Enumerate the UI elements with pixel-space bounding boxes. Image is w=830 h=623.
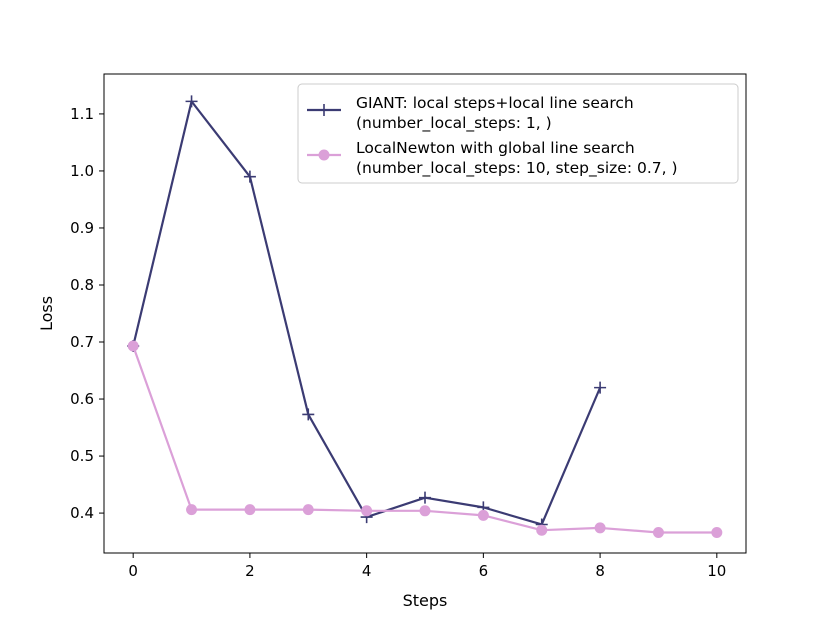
axes: 0 2 4 6 8 10 0.4 0.5 0.6 0.7 0.8 0.9 1.0 1.1 [70,73,747,580]
y-axis-title: Loss [37,296,56,331]
plot-area [127,95,723,538]
series-0-point [302,408,315,421]
x-tick-label: 4 [362,562,372,580]
legend-entry-0-line-1: (number_local_steps: 1, ) [356,114,552,133]
x-axis-title: Steps [403,591,448,610]
x-tick-label: 8 [595,562,605,580]
series-1-point [594,522,606,534]
series-0-point [419,491,431,504]
series-0-point [594,381,607,394]
series-1-point [652,526,664,538]
x-tick-label: 10 [707,562,726,580]
series-0-point [185,95,198,108]
series-1-point [419,505,431,517]
series-1-point [302,504,314,516]
series-1-point [477,509,489,521]
series-1-point [186,504,198,516]
y-tick-label: 0.8 [70,276,94,294]
x-tick-label: 2 [245,562,255,580]
y-tick-label: 0.9 [70,219,94,237]
y-tick-label: 1.1 [70,105,94,123]
y-tick-label: 0.5 [70,447,94,465]
legend-entry-1-line-1: (number_local_steps: 10, step_size: 0.7,… [356,159,678,178]
y-tick-label: 0.4 [70,504,94,522]
legend-entry-1-line-0: LocalNewton with global line search [356,139,635,157]
series-1-point [536,524,548,536]
plot-frame [103,73,747,554]
legend-entry-0-line-0: GIANT: local steps+local line search [356,94,634,112]
x-tick-label: 6 [479,562,489,580]
series-1-point [361,505,373,517]
y-tick-label: 0.6 [70,390,94,408]
series-1-point [127,340,139,352]
y-tick-label: 0.7 [70,333,94,351]
legend-handle-marker-0 [318,104,330,116]
series-1-point [711,526,723,538]
series-0-point [243,170,256,183]
legend: GIANT: local steps+local line search (num… [297,83,739,184]
legend-handle-marker-1 [318,149,330,161]
y-tick-label: 1.0 [70,162,94,180]
series-1-point [244,504,256,516]
x-tick-label: 0 [128,562,138,580]
legend-box [297,83,739,184]
series-line-1 [132,345,717,534]
